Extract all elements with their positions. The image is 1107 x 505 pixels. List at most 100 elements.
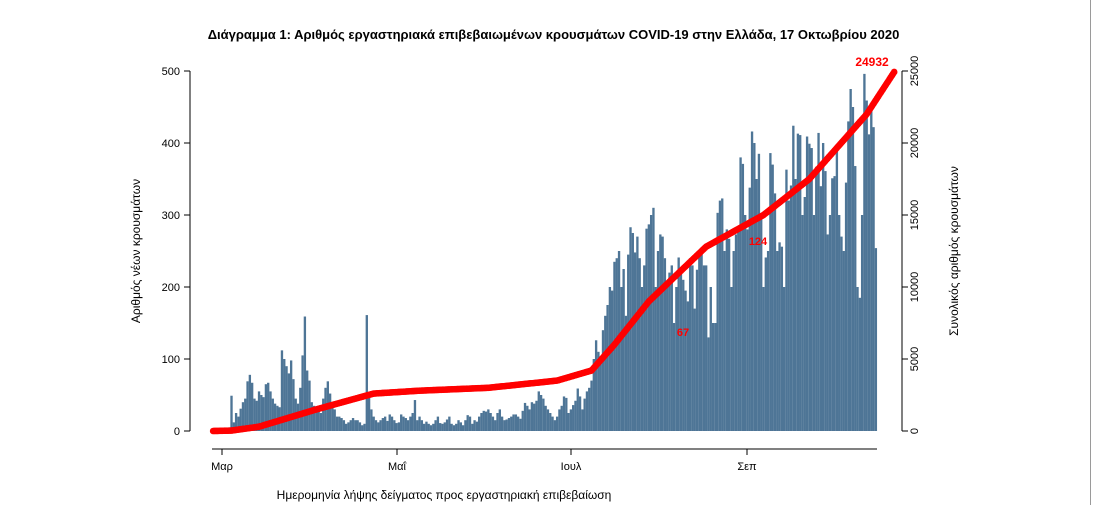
bar [388,414,391,431]
bar [519,418,522,431]
bar [565,397,568,431]
bar [439,423,442,431]
bar [436,416,440,431]
bar [374,420,378,431]
bars-layer [212,73,878,432]
bar [574,400,577,431]
bar [510,416,513,431]
bar [544,405,547,431]
bar [721,198,724,431]
y2-tick-label: 10000 [909,272,921,303]
bar [248,374,252,431]
bar [347,422,350,431]
bar [269,391,272,431]
bar [835,148,839,431]
bar [363,423,366,431]
bar [416,420,419,431]
bar [633,252,637,431]
bar [693,308,696,431]
x-tick-label: Ιουλ [561,461,582,473]
bar [526,405,529,431]
bar [867,134,871,432]
bar [649,215,653,431]
bar [858,297,861,431]
bar [636,236,639,431]
bar [351,418,355,431]
bar [471,423,474,431]
bar [679,272,683,431]
bar [551,416,554,431]
bar [537,391,540,431]
bar [427,423,430,431]
y-tick-label: 100 [162,354,180,366]
bar [668,272,671,431]
bar [585,391,589,431]
bar [404,418,407,431]
bar [553,420,557,431]
bar [367,393,371,431]
bar [455,423,458,431]
bar [741,163,745,431]
cumulative-annotation: 24932 [855,55,889,69]
bar [863,73,866,431]
bar [865,100,868,432]
bar [331,402,334,431]
bar [450,423,453,431]
bar [854,166,857,432]
bar [466,415,469,431]
bar [489,413,492,431]
bar [482,410,485,431]
bar [365,315,368,431]
bar [727,238,731,431]
bar [766,251,770,431]
bar [711,323,715,431]
bar [539,395,543,431]
bar [604,315,607,431]
bar [654,287,657,431]
bar [491,416,495,431]
bar [812,215,816,431]
page-divider [1090,0,1091,505]
bar [592,359,595,431]
bar [333,409,336,431]
bar [237,416,240,431]
bar [805,136,809,431]
y-tick-label: 200 [162,282,180,294]
bar [487,409,490,431]
cumulative-point [890,68,898,76]
bar [303,316,307,431]
bar [299,387,302,431]
bar [702,265,706,431]
bar [285,366,288,431]
bar [257,391,261,431]
bar [397,422,401,431]
bar [383,416,387,431]
bar [590,380,593,431]
bar [801,215,804,431]
bar [335,416,339,431]
bar [631,233,634,431]
bar [860,215,864,431]
bar [280,350,284,431]
x-tick-label: Σεπ [737,461,757,473]
bar [555,416,559,431]
bar [796,133,800,431]
bar [851,107,855,431]
bar [356,420,359,431]
bar [301,355,304,431]
bar [643,265,646,431]
bar [849,89,852,431]
y2-tick-label: 20000 [909,128,921,159]
bar [750,131,754,432]
bar [753,143,756,431]
bar [480,413,483,431]
bar [647,224,651,431]
bar [328,393,332,431]
bar [874,248,878,431]
bar [799,135,802,431]
bar [308,380,311,431]
bar [677,257,680,431]
bar [390,416,394,431]
bar [670,265,673,431]
bar [395,423,398,431]
